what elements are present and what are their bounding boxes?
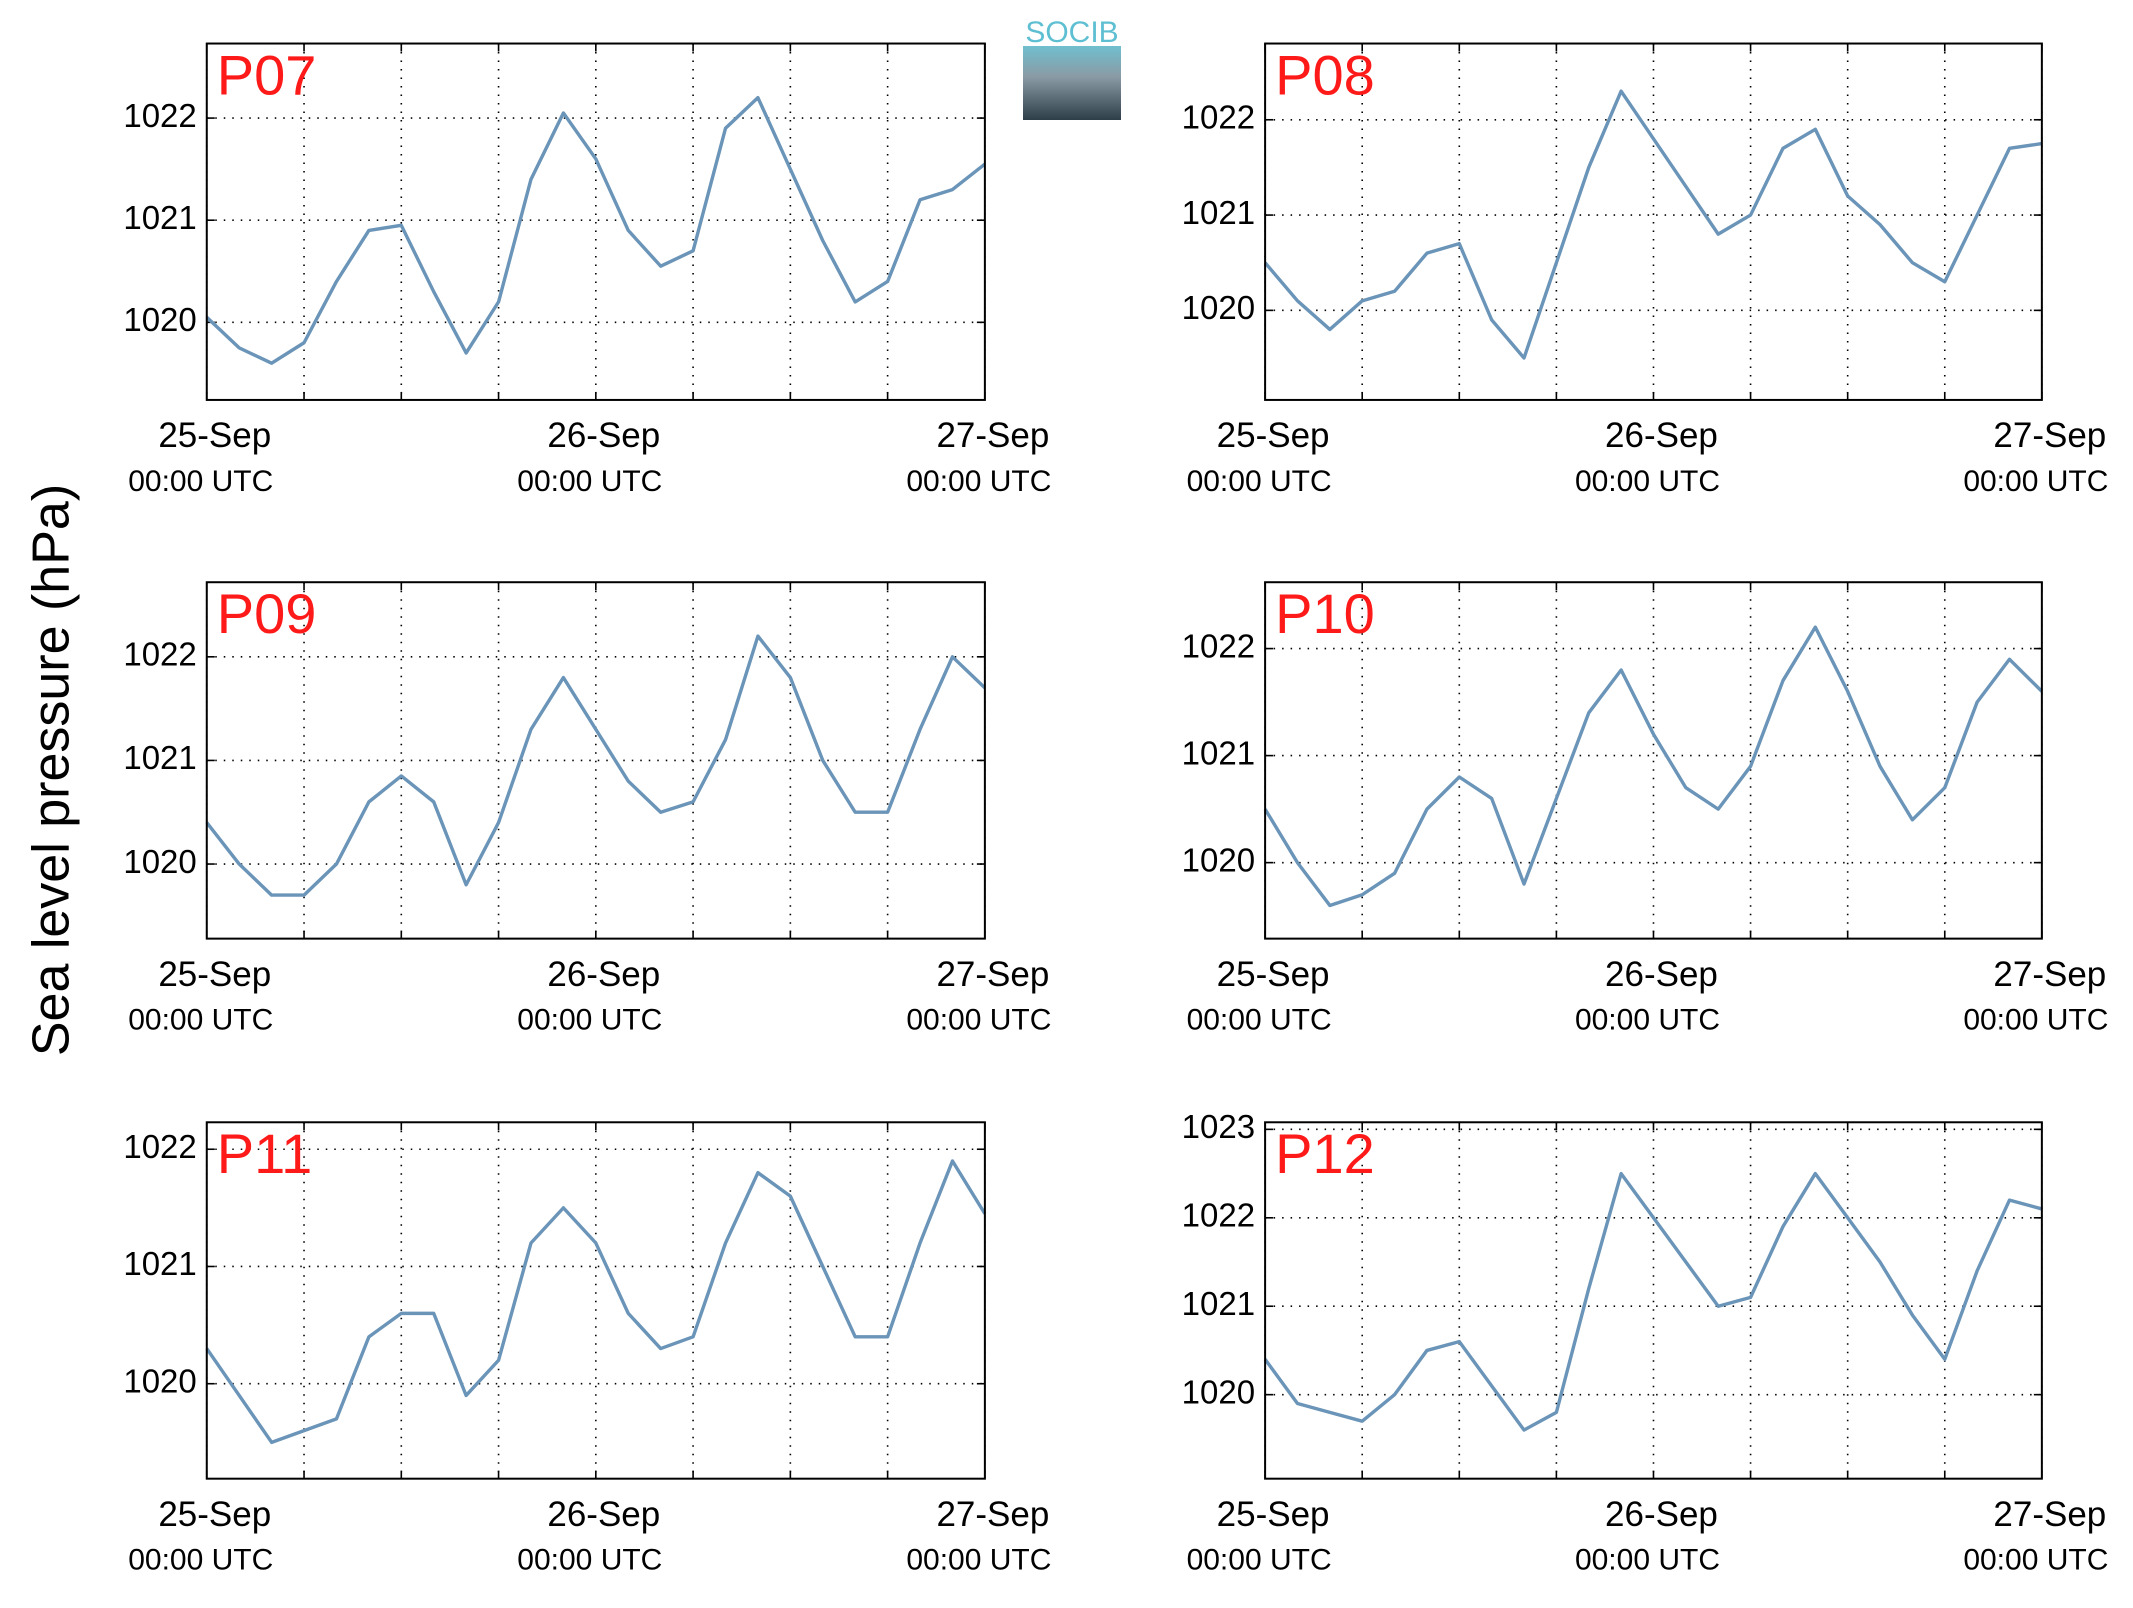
x-tick-label: 27-Sep — [1993, 416, 2106, 455]
x-tick-sublabel: 00:00 UTC — [517, 1004, 662, 1037]
logo: SOCIB — [1023, 16, 1121, 120]
y-tick-label: 1022 — [123, 1128, 196, 1165]
x-tick-label: 27-Sep — [1993, 1495, 2106, 1534]
y-tick-label: 1020 — [123, 301, 196, 338]
x-tick-label: 26-Sep — [547, 955, 660, 994]
x-tick-label: 26-Sep — [547, 1495, 660, 1534]
y-tick-label: 1020 — [1182, 289, 1255, 326]
logo-text: SOCIB — [1025, 16, 1118, 49]
y-tick-label: 1022 — [1182, 1197, 1255, 1234]
x-tick-sublabel: 00:00 UTC — [128, 465, 273, 498]
panel-title: P12 — [1275, 1122, 1375, 1185]
x-tick-sublabel: 00:00 UTC — [906, 465, 1051, 498]
y-tick-label: 1022 — [1182, 98, 1255, 135]
axes-frame — [205, 581, 986, 940]
panel: 1020 1021 1022 1023 25-Sep 00:00 UTC 26-Sep 00:… — [1182, 1108, 2109, 1577]
x-tick-label: 25-Sep — [158, 1495, 271, 1534]
axes-frame — [205, 42, 986, 401]
plot-area — [206, 43, 985, 400]
x-tick-label: 27-Sep — [936, 1495, 1049, 1534]
panel-title: P10 — [1275, 582, 1375, 645]
y-tick-label: 1021 — [123, 739, 196, 776]
y-tick-label: 1021 — [1182, 194, 1255, 231]
logo-band — [1023, 18, 1121, 46]
y-tick-label: 1022 — [123, 97, 196, 134]
x-tick-sublabel: 00:00 UTC — [1963, 465, 2108, 498]
panel-title: P08 — [1275, 43, 1375, 106]
panel: 1020 1021 1022 25-Sep 00:00 UTC 26-Sep 00:00 U… — [123, 42, 1051, 498]
y-tick-label: 1022 — [123, 636, 196, 673]
x-tick-label: 27-Sep — [936, 416, 1049, 455]
axes-frame — [1264, 581, 2043, 940]
x-tick-sublabel: 00:00 UTC — [1187, 1004, 1332, 1037]
x-tick-sublabel: 00:00 UTC — [1187, 465, 1332, 498]
x-tick-sublabel: 00:00 UTC — [906, 1004, 1051, 1037]
x-tick-sublabel: 00:00 UTC — [1963, 1004, 2108, 1037]
x-tick-label: 25-Sep — [1217, 1495, 1330, 1534]
y-tick-label: 1021 — [123, 199, 196, 236]
axes-frame — [1264, 42, 2043, 401]
y-tick-label: 1021 — [123, 1245, 196, 1282]
x-tick-sublabel: 00:00 UTC — [1187, 1544, 1332, 1577]
plot-area — [1265, 582, 2042, 939]
x-tick-label: 27-Sep — [936, 955, 1049, 994]
y-tick-label: 1021 — [1182, 734, 1255, 771]
x-tick-label: 25-Sep — [1217, 955, 1330, 994]
x-tick-label: 27-Sep — [1993, 955, 2106, 994]
x-tick-label: 25-Sep — [158, 416, 271, 455]
y-tick-label: 1020 — [1182, 841, 1255, 878]
x-tick-sublabel: 00:00 UTC — [1575, 1544, 1720, 1577]
panel-title: P09 — [217, 582, 317, 645]
x-tick-sublabel: 00:00 UTC — [906, 1544, 1051, 1577]
logo-box — [1023, 42, 1121, 120]
x-tick-sublabel: 00:00 UTC — [517, 465, 662, 498]
panel-title: P11 — [217, 1122, 312, 1185]
x-tick-sublabel: 00:00 UTC — [517, 1544, 662, 1577]
plot-area — [1265, 43, 2042, 400]
x-tick-label: 26-Sep — [1605, 955, 1718, 994]
y-tick-label: 1022 — [1182, 627, 1255, 664]
data-line — [1263, 89, 2043, 360]
x-tick-label: 26-Sep — [1605, 1495, 1718, 1534]
panel: 1020 1021 1022 25-Sep 00:00 UTC 26-Sep 00:00 U… — [123, 1121, 1051, 1577]
y-tick-label: 1020 — [123, 843, 196, 880]
y-tick-label: 1021 — [1182, 1285, 1255, 1322]
axes-frame — [205, 1121, 986, 1480]
x-tick-label: 26-Sep — [547, 416, 660, 455]
panel-title: P07 — [217, 43, 317, 106]
panel: 1020 1021 1022 25-Sep 00:00 UTC 26-Sep 00:00 U… — [1182, 42, 2108, 498]
x-tick-sublabel: 00:00 UTC — [1575, 465, 1720, 498]
x-tick-label: 25-Sep — [1217, 416, 1330, 455]
plot-area — [206, 582, 985, 939]
panel: 1020 1021 1022 25-Sep 00:00 UTC 26-Sep 00:00 U… — [1182, 581, 2108, 1037]
y-tick-label: 1023 — [1182, 1108, 1255, 1145]
panel: 1020 1021 1022 25-Sep 00:00 UTC 26-Sep 00:00 U… — [123, 581, 1051, 1037]
y-tick-label: 1020 — [123, 1362, 196, 1399]
axes-frame — [1264, 1121, 2043, 1480]
x-tick-sublabel: 00:00 UTC — [128, 1004, 273, 1037]
data-line — [205, 634, 987, 897]
plot-area — [1265, 1122, 2042, 1479]
x-tick-sublabel: 00:00 UTC — [1963, 1544, 2108, 1577]
y-tick-label: 1020 — [1182, 1373, 1255, 1410]
x-tick-label: 25-Sep — [158, 955, 271, 994]
data-line — [1263, 1171, 2043, 1432]
data-line — [205, 95, 986, 365]
x-tick-label: 26-Sep — [1605, 416, 1718, 455]
x-tick-sublabel: 00:00 UTC — [1575, 1004, 1720, 1037]
x-tick-sublabel: 00:00 UTC — [128, 1544, 273, 1577]
data-line — [1263, 625, 2044, 908]
data-line — [205, 1159, 987, 1445]
y-axis-label: Sea level pressure (hPa) — [23, 484, 81, 1056]
